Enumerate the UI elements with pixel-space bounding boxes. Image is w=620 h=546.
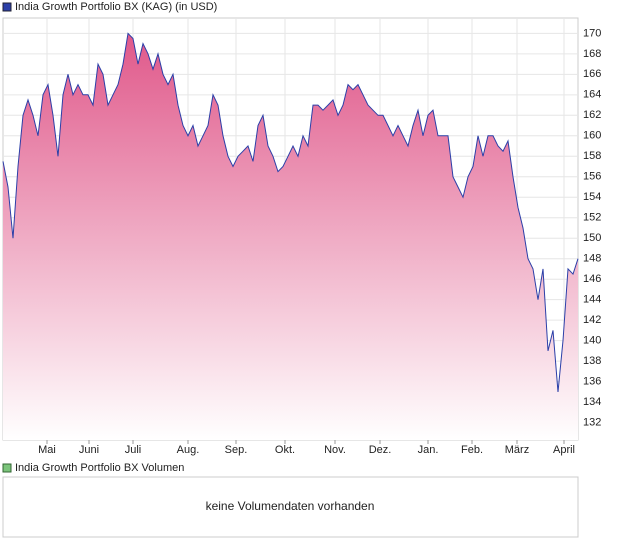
x-tick-label: Jan. (418, 444, 439, 456)
y-tick-label: 150 (583, 232, 601, 244)
y-tick-label: 170 (583, 27, 601, 39)
x-tick-label: Juli (125, 444, 142, 456)
volume-frame (2, 476, 579, 538)
y-tick-label: 142 (583, 314, 601, 326)
volume-message: keine Volumendaten vorhanden (206, 499, 375, 513)
price-line (2, 32, 579, 392)
x-tick-label: Sep. (225, 444, 248, 456)
y-tick-label: 156 (583, 171, 601, 183)
x-tick-label: April (553, 444, 575, 456)
y-tick-label: 168 (583, 48, 601, 60)
y-tick-label: 152 (583, 212, 601, 224)
y-tick-label: 158 (583, 150, 601, 162)
y-tick-label: 148 (583, 253, 601, 265)
y-tick-label: 138 (583, 355, 601, 367)
chart-title: India Growth Portfolio BX (KAG) (in USD) (15, 1, 217, 13)
y-tick-label: 160 (583, 130, 601, 142)
y-tick-label: 144 (583, 294, 601, 306)
legend-swatch (2, 2, 12, 12)
y-tick-label: 136 (583, 376, 601, 388)
x-tick-label: Juni (79, 444, 99, 456)
y-tick-label: 164 (583, 89, 601, 101)
x-tick-label: März (505, 444, 529, 456)
x-tick-label: Dez. (369, 444, 392, 456)
x-tick-label: Nov. (324, 444, 346, 456)
y-tick-label: 166 (583, 68, 601, 80)
y-tick-label: 134 (583, 396, 601, 408)
y-tick-label: 132 (583, 416, 601, 428)
x-tick-label: Feb. (461, 444, 483, 456)
x-tick-label: Mai (38, 444, 56, 456)
legend-swatch (2, 463, 12, 473)
y-tick-label: 162 (583, 109, 601, 121)
area-fill (3, 33, 578, 441)
y-tick-label: 146 (583, 273, 601, 285)
y-tick-label: 140 (583, 335, 601, 347)
x-tick-label: Okt. (275, 444, 295, 456)
volume-title: India Growth Portfolio BX Volumen (15, 462, 184, 474)
y-tick-label: 154 (583, 191, 601, 203)
x-tick-label: Aug. (177, 444, 200, 456)
